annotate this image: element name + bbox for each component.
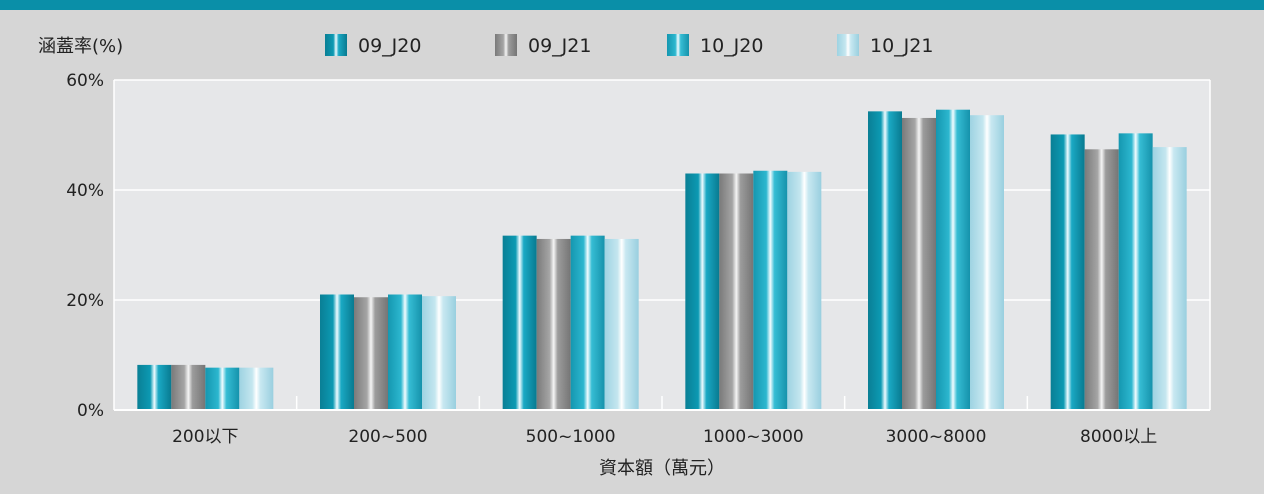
bar-10-j21 bbox=[604, 238, 639, 410]
bar-10-j21 bbox=[787, 171, 822, 410]
bar-09-j20 bbox=[868, 111, 902, 410]
x-axis-label: 資本額（萬元） bbox=[599, 458, 725, 479]
legend-swatch bbox=[837, 34, 859, 56]
legend: 09_J20 09_J21 10_J20 10_J21 bbox=[325, 34, 933, 57]
legend-label: 09_J21 bbox=[528, 35, 591, 57]
x-tick-label: 200以下 bbox=[172, 427, 238, 447]
x-tick-label: 8000以上 bbox=[1080, 427, 1157, 447]
bar-10-j20 bbox=[570, 235, 605, 410]
bar-10-j21 bbox=[422, 296, 456, 410]
bar-09-j20 bbox=[1050, 134, 1085, 410]
legend-label: 10_J20 bbox=[700, 35, 763, 57]
bar-10-j20 bbox=[1118, 133, 1153, 410]
bar-09-j20 bbox=[685, 173, 720, 410]
bar-09-j21 bbox=[536, 238, 571, 410]
legend-label: 09_J20 bbox=[358, 35, 421, 57]
bar-09-j21 bbox=[1084, 149, 1119, 411]
bar-09-j21 bbox=[902, 117, 936, 410]
y-tick-label: 0% bbox=[77, 401, 104, 421]
y-axis-label: 涵蓋率(%) bbox=[38, 36, 123, 57]
x-tick-label: 500~1000 bbox=[526, 427, 616, 447]
legend-swatch bbox=[325, 34, 347, 56]
y-tick-label: 60% bbox=[66, 71, 104, 91]
bar-09-j20 bbox=[320, 294, 354, 410]
bar-10-j20 bbox=[205, 367, 240, 410]
x-tick-label: 3000~8000 bbox=[886, 427, 987, 447]
bar-10-j20 bbox=[936, 109, 970, 410]
x-tick-label: 1000~3000 bbox=[703, 427, 804, 447]
bar-10-j20 bbox=[388, 294, 422, 410]
bar-09-j20 bbox=[137, 364, 172, 410]
legend-swatch bbox=[667, 34, 689, 56]
y-tick-label: 20% bbox=[66, 291, 104, 311]
bar-10-j21 bbox=[970, 115, 1004, 410]
header-accent-bar bbox=[0, 0, 1264, 10]
bar-09-j21 bbox=[719, 173, 754, 410]
bar-09-j21 bbox=[171, 364, 206, 410]
bar-09-j20 bbox=[502, 235, 537, 410]
bar-10-j21 bbox=[239, 367, 274, 410]
bar-10-j20 bbox=[753, 170, 788, 410]
x-tick-label: 200~500 bbox=[348, 427, 427, 447]
legend-swatch bbox=[495, 34, 517, 56]
y-tick-label: 40% bbox=[66, 181, 104, 201]
legend-label: 10_J21 bbox=[870, 35, 933, 57]
plot-area bbox=[114, 80, 1210, 410]
bar-10-j21 bbox=[1152, 147, 1187, 410]
bar-09-j21 bbox=[354, 297, 388, 410]
